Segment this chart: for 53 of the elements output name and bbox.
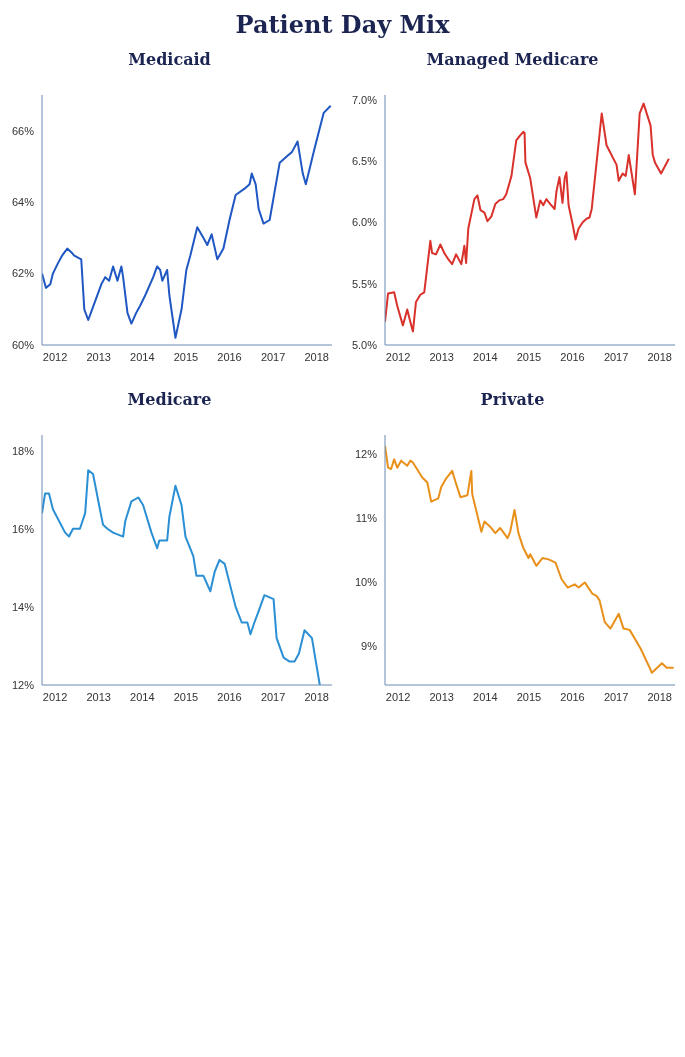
chart-title: Managed Medicare [425, 50, 600, 69]
x-tick-label: 2015 [516, 350, 542, 363]
y-tick-label: 62% [11, 267, 35, 280]
x-tick-label: 2016 [217, 350, 242, 363]
y-tick-label: 6.5% [351, 155, 378, 168]
y-tick-label: 60% [11, 338, 35, 351]
chart-title: Medicare [126, 390, 213, 409]
line-series [385, 102, 670, 333]
y-tick-label: 64% [11, 196, 35, 209]
y-tick-label: 66% [11, 124, 35, 137]
x-tick-label: 2015 [173, 350, 199, 363]
y-tick-label: 6.0% [351, 216, 378, 229]
y-tick-label: 16% [11, 522, 35, 535]
y-tick-label: 12% [11, 678, 35, 691]
x-tick-label: 2016 [560, 350, 585, 363]
x-tick-label: 2014 [473, 350, 498, 363]
y-tick-label: 5.0% [351, 338, 378, 351]
y-tick-label: 10% [354, 576, 378, 589]
x-tick-label: 2017 [603, 350, 629, 363]
x-tick-label: 2013 [86, 690, 111, 703]
x-tick-label: 2013 [86, 350, 111, 363]
x-tick-label: 2018 [304, 350, 329, 363]
chart-title: Private [479, 390, 546, 409]
chart-title: Medicaid [127, 50, 212, 69]
x-tick-label: 2018 [304, 690, 329, 703]
y-tick-label: 5.5% [351, 277, 378, 290]
y-tick-label: 11% [355, 512, 378, 525]
x-tick-label: 2012 [385, 690, 411, 703]
x-tick-label: 2014 [130, 350, 155, 363]
x-tick-label: 2013 [429, 690, 454, 703]
x-tick-label: 2015 [173, 690, 199, 703]
line-series [42, 469, 321, 685]
line-series [42, 104, 332, 339]
x-tick-label: 2016 [217, 690, 242, 703]
x-tick-label: 2014 [130, 690, 155, 703]
x-tick-label: 2018 [647, 350, 672, 363]
x-tick-label: 2012 [385, 350, 411, 363]
x-tick-label: 2013 [429, 350, 454, 363]
x-tick-label: 2017 [260, 690, 286, 703]
y-tick-label: 18% [11, 444, 35, 457]
x-tick-label: 2012 [42, 350, 68, 363]
x-tick-label: 2018 [647, 690, 672, 703]
x-tick-label: 2017 [260, 350, 286, 363]
y-tick-label: 14% [11, 600, 35, 613]
x-tick-label: 2012 [42, 690, 68, 703]
text: Patient Day Mix [234, 10, 451, 39]
x-tick-label: 2015 [516, 690, 542, 703]
x-tick-label: 2016 [560, 690, 585, 703]
y-tick-label: 12% [354, 448, 378, 461]
x-tick-label: 2014 [473, 690, 498, 703]
y-tick-label: 7.0% [351, 93, 378, 106]
y-tick-label: 9% [361, 640, 378, 653]
x-tick-label: 2017 [603, 690, 629, 703]
